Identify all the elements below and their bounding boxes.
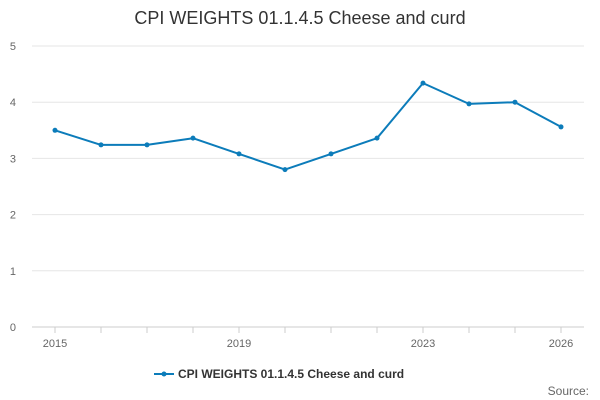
y-tick-label: 0 <box>10 322 16 334</box>
x-tick-label: 2023 <box>411 338 435 350</box>
y-tick-label: 5 <box>10 41 16 53</box>
legend-label: CPI WEIGHTS 01.1.4.5 Cheese and curd <box>178 367 404 381</box>
data-point <box>52 127 58 133</box>
data-point <box>512 99 518 105</box>
data-point <box>328 151 334 157</box>
series-line-group <box>52 80 564 173</box>
y-tick-label: 4 <box>10 97 16 109</box>
data-point <box>236 151 242 157</box>
data-point <box>144 142 150 148</box>
x-axis <box>32 326 584 333</box>
y-tick-label: 1 <box>10 266 16 278</box>
data-point <box>98 142 104 148</box>
data-point <box>282 167 288 173</box>
chart-title: CPI WEIGHTS 01.1.4.5 Cheese and curd <box>134 8 465 28</box>
y-tick-label: 3 <box>10 153 16 165</box>
x-tick-label: 2026 <box>549 338 573 350</box>
data-point <box>466 101 472 107</box>
data-point <box>420 80 426 86</box>
x-tick-label: 2019 <box>227 338 251 350</box>
x-tick-label: 2015 <box>43 338 67 350</box>
series-line <box>54 82 562 171</box>
source-label: Source: <box>548 384 589 398</box>
legend-point-marker <box>161 371 167 377</box>
legend[interactable]: CPI WEIGHTS 01.1.4.5 Cheese and curd <box>154 367 404 381</box>
y-axis-ticks: 0 1 2 3 4 5 <box>10 41 16 334</box>
grid-lines <box>32 45 584 272</box>
y-tick-label: 2 <box>10 210 16 222</box>
data-point <box>190 135 196 141</box>
data-point <box>558 124 564 130</box>
data-point <box>374 135 380 141</box>
x-axis-ticks: 2015 2019 2023 2026 <box>43 338 573 350</box>
